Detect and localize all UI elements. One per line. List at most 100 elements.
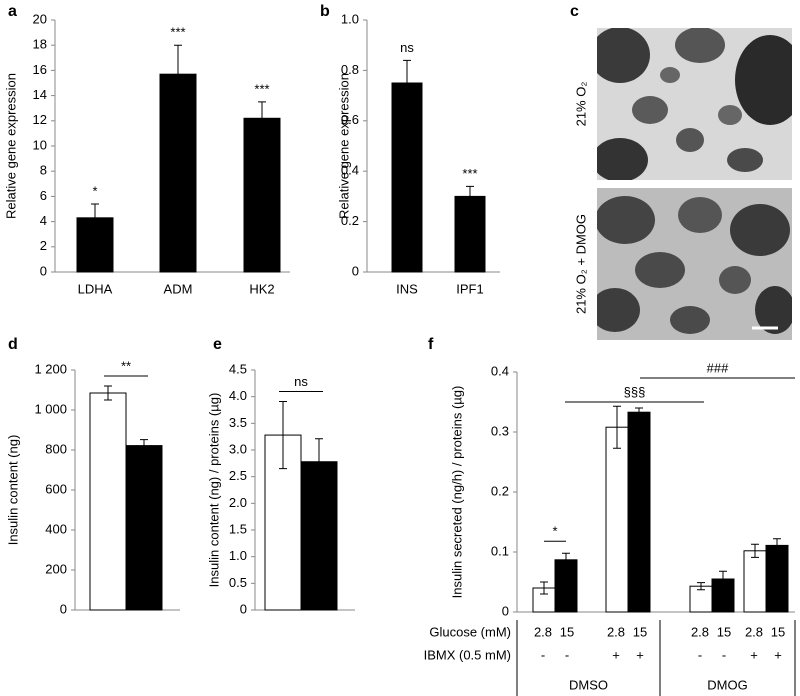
y-tick-label: 3.5 (229, 415, 247, 430)
x-tick-label: IPF1 (456, 281, 483, 296)
y-axis-title: Insulin content (ng) / proteins (µg) (206, 393, 221, 588)
error-bar (279, 400, 287, 470)
error-bar (104, 385, 112, 401)
y-tick-label: 0.3 (491, 423, 509, 438)
significance: *** (170, 25, 185, 40)
bar (605, 426, 629, 613)
error-bar (751, 543, 759, 558)
y-tick-label: 3.0 (229, 441, 247, 456)
significance: §§§ (624, 384, 646, 399)
y-tick-label: 0 (240, 601, 247, 616)
error-bar (91, 203, 99, 233)
error-bar (719, 570, 727, 588)
y-axis-title: Relative gene expression (3, 73, 18, 219)
bar (627, 411, 651, 613)
y-tick-label: 2 (40, 238, 47, 253)
row-cell: 15 (771, 624, 785, 639)
error-bar (635, 407, 643, 417)
y-tick-label: 4.5 (229, 361, 247, 376)
error-bar (697, 582, 705, 591)
y-tick-label: 0.2 (491, 483, 509, 498)
y-tick-label: 1.5 (229, 521, 247, 536)
y-tick-label: 1 200 (34, 361, 67, 376)
error-bar (140, 439, 148, 453)
y-tick-label: 10 (33, 137, 47, 152)
row-cell: - (541, 647, 545, 662)
micrograph-top (597, 28, 792, 180)
y-tick-label: 12 (33, 112, 47, 127)
error-bar (403, 59, 411, 107)
bar (89, 392, 127, 611)
error-bar (315, 438, 323, 486)
row-cell: 15 (633, 624, 647, 639)
significance: *** (254, 81, 269, 96)
bar (554, 559, 578, 613)
image-caption: 21% O₂ (573, 82, 588, 127)
y-tick-label: 0 (60, 601, 67, 616)
group-label: DMSO (569, 677, 608, 692)
y-tick-label: 0.5 (229, 575, 247, 590)
y-tick-label: 6 (40, 188, 47, 203)
panel-letter: f (428, 336, 434, 353)
row-cell: + (612, 647, 620, 662)
y-tick-label: 600 (45, 481, 67, 496)
y-tick-label: 0.8 (341, 62, 359, 77)
row-cell: 2.8 (745, 624, 763, 639)
y-axis-title: Insulin content (ng) (5, 435, 20, 546)
panel-letter: a (8, 3, 17, 20)
y-tick-label: 1.0 (229, 548, 247, 563)
significance: * (92, 183, 97, 198)
significance: * (552, 524, 557, 539)
y-tick-label: 200 (45, 561, 67, 576)
y-tick-label: 18 (33, 37, 47, 52)
x-tick-label: ADM (164, 281, 193, 296)
row-cell: 2.8 (607, 624, 625, 639)
error-bar (540, 581, 548, 595)
row-cell: 15 (560, 624, 574, 639)
y-tick-label: 14 (33, 87, 47, 102)
bar (743, 550, 767, 613)
y-tick-label: 800 (45, 441, 67, 456)
y-tick-label: 8 (40, 163, 47, 178)
image-caption: 21% O₂ + DMOG (573, 214, 588, 314)
y-tick-label: 2.5 (229, 468, 247, 483)
y-tick-label: 0 (40, 263, 47, 278)
y-tick-label: 0 (352, 263, 359, 278)
x-tick-label: HK2 (249, 281, 274, 296)
significance: ** (121, 358, 131, 373)
y-tick-label: 0.1 (491, 543, 509, 558)
y-tick-label: 0.6 (341, 112, 359, 127)
row-cell: 2.8 (691, 624, 709, 639)
bar (454, 195, 486, 273)
error-bar (773, 538, 781, 553)
y-tick-label: 2.0 (229, 495, 247, 510)
bar (300, 461, 338, 611)
significance: ns (400, 40, 414, 55)
y-tick-label: 0.4 (491, 363, 509, 378)
y-tick-label: 400 (45, 521, 67, 536)
y-tick-label: 0 (502, 603, 509, 618)
panel-letter: b (320, 3, 330, 20)
y-tick-label: 1.0 (341, 11, 359, 26)
error-bar (466, 185, 474, 207)
error-bar (258, 101, 266, 136)
row-cell: 2.8 (534, 624, 552, 639)
row-cell: 15 (717, 624, 731, 639)
row-cell: + (636, 647, 644, 662)
panel-letter: c (570, 3, 579, 20)
panel-letter: d (8, 336, 18, 353)
bar (765, 544, 789, 613)
error-bar (613, 405, 621, 449)
row-label: Glucose (mM) (429, 624, 511, 639)
row-cell: - (722, 647, 726, 662)
significance: ### (707, 360, 729, 375)
panel-letter: e (213, 336, 222, 353)
row-cell: - (565, 647, 569, 662)
bar (159, 73, 197, 273)
error-bar (174, 44, 182, 104)
y-tick-label: 16 (33, 62, 47, 77)
y-axis-title: Insulin secreted (ng/h) / proteins (µg) (449, 386, 464, 599)
significance: ns (294, 374, 308, 389)
y-tick-label: 4.0 (229, 388, 247, 403)
